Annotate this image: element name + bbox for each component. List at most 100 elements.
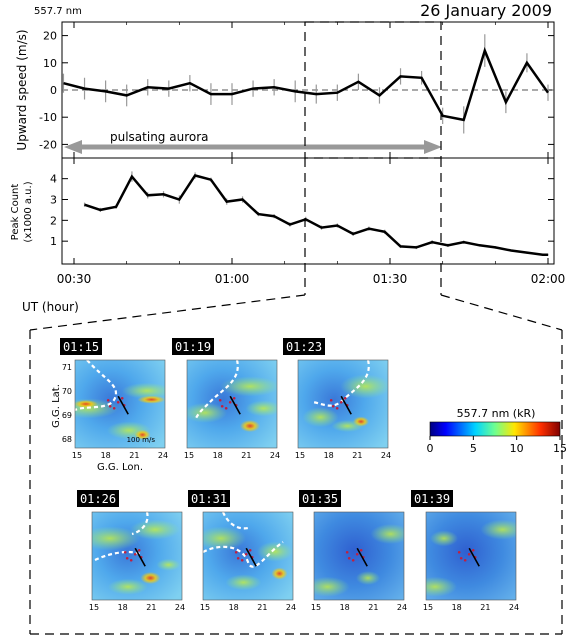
aurora-image-panel: 01:26 15 18 21 24	[77, 490, 185, 612]
time-label-box	[172, 338, 214, 355]
pulsating-aurora-arrow	[64, 140, 442, 154]
lon-tick-label: 21	[480, 603, 490, 612]
lon-tick-label: 24	[509, 603, 519, 612]
lon-tick-label: 24	[286, 603, 296, 612]
radar-point	[355, 552, 359, 556]
lon-tick-label: 24	[270, 451, 280, 460]
lon-tick-label: 15	[184, 451, 194, 460]
aurora-image-panel: 01:31 15 18 21 24	[188, 490, 296, 612]
lon-tick-label: 21	[146, 603, 156, 612]
radar-point	[228, 400, 232, 404]
colorbar-tick-label: 15	[553, 442, 567, 455]
lon-tick-label: 24	[175, 603, 185, 612]
x-tick-label: 01:30	[373, 272, 408, 286]
time-label: 01:35	[302, 492, 338, 506]
wavelength-label: 557.7 nm	[34, 6, 82, 17]
colorbar-scale	[429, 421, 561, 437]
lon-tick-label: 18	[452, 603, 462, 612]
lon-tick-label: 18	[324, 451, 334, 460]
radar-point	[351, 558, 355, 562]
radar-point	[343, 396, 347, 400]
radar-point	[125, 556, 129, 560]
radar-point	[236, 556, 240, 560]
x-axis-label: UT (hour)	[22, 300, 79, 314]
time-label-box	[60, 338, 102, 355]
velocity-vector	[340, 395, 352, 415]
lon-tick-label: 18	[340, 603, 350, 612]
x-tick-label: 00:30	[57, 272, 92, 286]
peak-count-series	[84, 174, 548, 256]
radar-point	[112, 406, 116, 410]
colorbar: 557.7 nm (kR) 0 5 10 15	[427, 407, 567, 455]
aurora-image-panel: 01:39 15 18 21 24	[411, 490, 519, 612]
time-label-box	[411, 490, 453, 507]
y-tick-label: 0	[50, 84, 57, 97]
aurora-image	[187, 360, 277, 448]
colorbar-title: 557.7 nm (kR)	[457, 407, 536, 420]
time-label-box	[188, 490, 230, 507]
aurora-image-panel: 01:23 15 18 21 24	[283, 338, 391, 460]
velocity-vector	[245, 547, 257, 567]
velocity-scale-label: 100 m/s	[127, 436, 156, 444]
lat-axis-label: G.G. Lat.	[51, 384, 62, 428]
lon-tick-label: 21	[352, 451, 362, 460]
velocity-vector	[356, 547, 368, 567]
time-label: 01:31	[191, 492, 227, 506]
radar-point	[108, 404, 112, 408]
aurora-image	[92, 512, 182, 600]
lon-tick-label: 18	[229, 603, 239, 612]
lon-tick-label: 18	[101, 451, 111, 460]
y-tick-label: 4	[50, 173, 57, 186]
radar-point	[244, 552, 248, 556]
aurora-boundary	[75, 360, 118, 412]
lon-axis-label: G.G. Lon.	[97, 462, 143, 473]
lon-tick-label: 15	[423, 603, 433, 612]
lon-tick-label: 24	[381, 451, 391, 460]
lat-tick-label: 70	[62, 387, 72, 396]
lat-tick-label: 71	[62, 363, 72, 372]
velocity-vector	[117, 395, 129, 415]
lon-tick-label: 21	[241, 451, 251, 460]
time-label-box	[283, 338, 325, 355]
radar-point	[120, 396, 124, 400]
radar-point	[467, 552, 471, 556]
lon-tick-label: 15	[200, 603, 210, 612]
colorbar-tick-label: 5	[470, 442, 477, 455]
y-tick-label: -20	[39, 138, 57, 151]
velocity-vector	[229, 395, 241, 415]
time-label: 01:19	[175, 340, 211, 354]
y-tick-label: 1	[50, 235, 57, 248]
y-tick-label: -10	[39, 111, 57, 124]
radar-point	[345, 550, 349, 554]
lon-tick-label: 15	[72, 451, 82, 460]
aurora-image	[75, 360, 165, 448]
aurora-boundary	[203, 512, 284, 568]
radar-point	[329, 398, 333, 402]
aurora-image	[314, 512, 404, 600]
radar-point	[347, 556, 351, 560]
radar-point	[339, 400, 343, 404]
lon-tick-label: 18	[118, 603, 128, 612]
radar-point	[240, 558, 244, 562]
colorbar-tick-label: 0	[427, 442, 434, 455]
radar-point	[123, 550, 127, 554]
velocity-vector	[134, 547, 146, 567]
time-label: 01:26	[80, 492, 116, 506]
peak-count-ylabel: Peak Count	[10, 184, 21, 241]
radar-point	[471, 548, 475, 552]
radar-point	[359, 548, 363, 552]
peak-count-panel: 1 2 3 4 00:30 01:00 01:30 02:00 Peak Count (x1…	[10, 22, 565, 286]
time-label: 01:15	[63, 340, 99, 354]
lon-tick-label: 15	[295, 451, 305, 460]
radar-point	[129, 558, 133, 562]
date-title: 26 January 2009	[420, 1, 552, 20]
upward-speed-panel: -20 -10 0 10 20 pulsating aurora Upward spee…	[15, 21, 555, 159]
x-tick-label: 01:00	[215, 272, 250, 286]
radar-point	[106, 398, 110, 402]
pulsating-aurora-label: pulsating aurora	[110, 130, 209, 144]
time-label-box	[299, 490, 341, 507]
radar-point	[335, 406, 339, 410]
time-label: 01:39	[414, 492, 450, 506]
radar-point	[234, 550, 238, 554]
